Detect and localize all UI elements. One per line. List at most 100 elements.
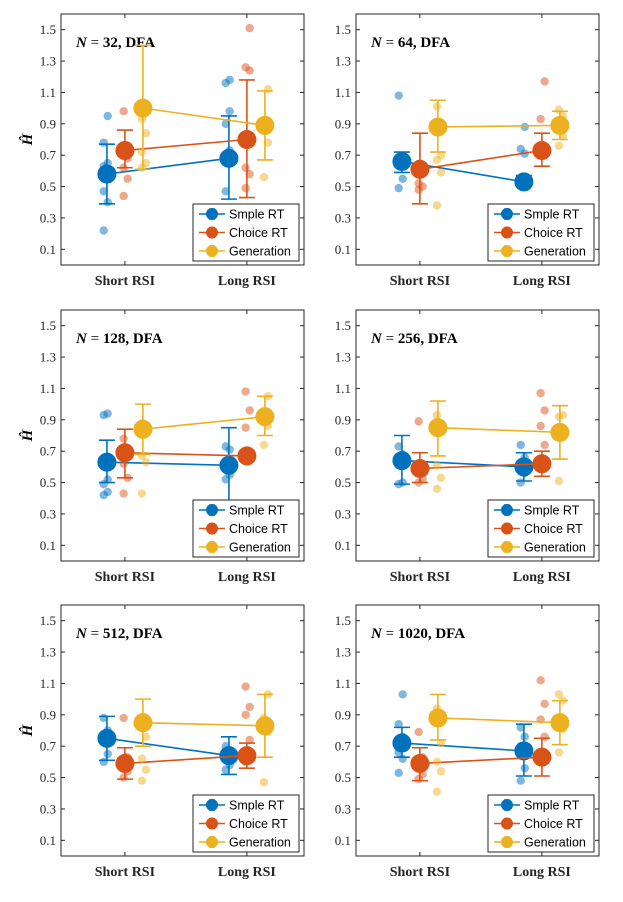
legend-marker	[501, 226, 513, 239]
data-point	[221, 187, 230, 196]
mean-marker	[237, 446, 257, 466]
legend-marker	[206, 245, 218, 257]
y-tick-label: 0.3	[335, 210, 351, 225]
mean-marker	[514, 172, 534, 192]
mean-marker	[392, 151, 412, 171]
legend-label: Choice RT	[524, 817, 583, 831]
data-point	[436, 767, 446, 776]
data-point	[141, 765, 151, 774]
legend-label: Smple RT	[524, 208, 580, 222]
data-point	[436, 473, 446, 483]
mean-marker	[428, 708, 448, 728]
data-point	[414, 417, 423, 426]
panel-title: N = 512, DFA	[75, 626, 163, 642]
panel-3: 0.1 0.3 0.5 0.7 0.9 1.1 1.3 1.5 Short RSI Long RS…	[19, 309, 305, 585]
data-point	[536, 114, 545, 124]
data-point	[432, 410, 442, 420]
data-point	[516, 440, 525, 450]
y-tick-label: 0.9	[335, 707, 351, 722]
data-point	[432, 787, 442, 796]
data-point	[414, 179, 423, 188]
y-tick-label: 0.9	[40, 412, 56, 427]
data-point	[141, 732, 151, 741]
mean-marker	[133, 98, 153, 118]
data-point	[241, 423, 250, 432]
legend-label: Smple RT	[229, 208, 285, 222]
mean-marker	[532, 454, 552, 474]
data-point	[119, 713, 128, 723]
data-point	[221, 119, 230, 129]
y-tick-label: 0.3	[40, 210, 56, 225]
mean-line	[142, 721, 265, 727]
data-point	[141, 129, 151, 138]
y-tick-label: 0.9	[40, 116, 56, 131]
y-tick-label: 1.3	[335, 54, 351, 69]
panel-title: N = 256, DFA	[370, 331, 458, 347]
data-point	[540, 440, 549, 450]
data-point	[259, 172, 269, 182]
x-tick-label: Long RSI	[218, 865, 276, 880]
data-point	[558, 410, 568, 420]
y-tick-label: 0.5	[40, 770, 56, 785]
data-point	[241, 682, 250, 691]
mean-line	[142, 415, 265, 431]
mean-marker	[532, 747, 552, 767]
series-choice-rt	[115, 682, 257, 782]
data-point	[259, 778, 269, 787]
y-tick-label: 1.1	[40, 85, 56, 100]
mean-line	[106, 157, 229, 175]
y-tick-label: 1.5	[40, 318, 56, 333]
panel-4: 0.1 0.3 0.5 0.7 0.9 1.1 1.3 1.5 Short RSI Long RS…	[335, 309, 600, 585]
y-tick-label: 0.9	[40, 707, 56, 722]
y-tick-label: 0.7	[40, 148, 57, 163]
legend-marker	[206, 799, 218, 811]
mean-line	[419, 149, 543, 171]
y-tick-label: 0.1	[40, 833, 56, 848]
data-point	[516, 723, 525, 732]
panel-6: 0.1 0.3 0.5 0.7 0.9 1.1 1.3 1.5 Short RSI Long RS…	[335, 604, 600, 880]
y-axis-label: Ĥ	[19, 428, 36, 442]
data-point	[245, 702, 254, 712]
y-tick-label: 1.1	[335, 676, 351, 691]
mean-marker	[550, 713, 570, 733]
panel-title: N = 32, DFA	[75, 35, 155, 51]
data-point	[119, 191, 128, 201]
mean-marker	[133, 713, 153, 733]
data-point	[119, 489, 128, 498]
data-point	[225, 75, 234, 85]
mean-marker	[550, 422, 570, 442]
data-point	[137, 776, 147, 785]
legend-label: Generation	[524, 836, 586, 850]
series-choice-rt	[115, 387, 257, 498]
mean-marker	[219, 455, 239, 475]
legend-label: Generation	[524, 541, 586, 555]
data-point	[554, 105, 564, 114]
mean-marker	[237, 746, 257, 766]
y-tick-label: 0.5	[335, 475, 351, 490]
x-tick-label: Long RSI	[218, 570, 276, 585]
data-point	[245, 406, 254, 415]
data-point	[263, 138, 273, 147]
mean-marker	[392, 451, 412, 471]
legend-marker	[206, 504, 218, 516]
y-tick-label: 0.3	[40, 801, 56, 816]
x-tick-label: Short RSI	[95, 865, 155, 880]
y-tick-label: 0.3	[40, 506, 56, 521]
legend-label: Choice RT	[229, 226, 288, 240]
data-point	[99, 187, 108, 196]
data-point	[432, 484, 442, 494]
mean-marker	[428, 117, 448, 137]
data-point	[394, 442, 403, 451]
y-tick-label: 1.3	[40, 645, 56, 660]
mean-marker	[219, 148, 239, 168]
mean-marker	[514, 741, 534, 761]
mean-marker	[97, 164, 117, 184]
legend: Smple RT Choice RT Generation	[487, 794, 595, 853]
y-tick-label: 1.1	[40, 676, 56, 691]
series-generation	[133, 690, 275, 787]
mean-marker	[115, 140, 135, 160]
data-point	[432, 461, 442, 470]
y-tick-label: 0.1	[335, 833, 351, 848]
data-point	[432, 102, 442, 111]
